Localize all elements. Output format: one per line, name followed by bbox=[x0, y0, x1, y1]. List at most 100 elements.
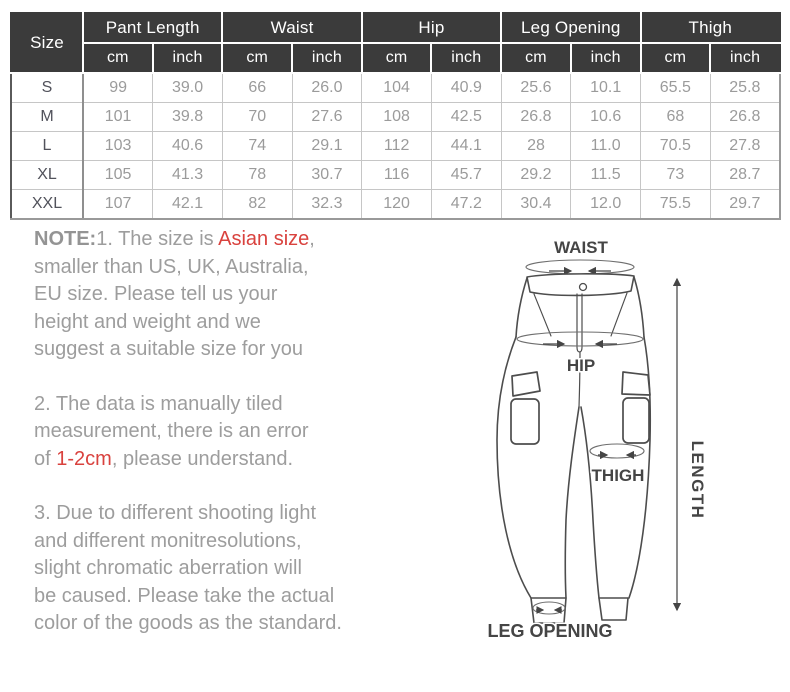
value-cell: 105 bbox=[82, 160, 154, 190]
measure-group-row: Size Pant Length Waist Hip Leg Opening Thigh bbox=[10, 12, 781, 74]
hip-ellipse bbox=[516, 331, 644, 347]
note-text-segment: height and weight and we bbox=[34, 310, 261, 333]
unit-header-cm: cm bbox=[82, 42, 154, 74]
note-text-segment: , please understand. bbox=[111, 447, 294, 470]
table-row: L 103 40.6 74 29.1 112 44.1 28 11.0 70.5 27.8 bbox=[10, 131, 781, 161]
measure-group-header: Leg Opening bbox=[500, 12, 642, 44]
note-paragraph: NOTE:1. The size is Asian size, smaller t… bbox=[34, 226, 390, 364]
value-cell: 30.4 bbox=[500, 189, 572, 220]
value-cell: 68 bbox=[640, 102, 711, 132]
value-cell: 73 bbox=[640, 160, 711, 190]
value-cell: 108 bbox=[361, 102, 432, 132]
pants-outline bbox=[496, 273, 652, 624]
value-cell: 116 bbox=[361, 160, 432, 190]
value-cell: 40.6 bbox=[152, 131, 223, 161]
note-text-segment: of bbox=[34, 447, 57, 470]
unit-row: cm inch cm inch cm inch cm inch cm inch bbox=[11, 42, 781, 74]
note-text-segment: suggest a suitable size for you bbox=[34, 338, 304, 360]
value-cell: 11.5 bbox=[570, 160, 641, 190]
measure-group-header: Pant Length bbox=[81, 12, 224, 44]
value-cell: 66 bbox=[221, 72, 293, 103]
size-table-body: S 99 39.0 66 26.0 104 40.9 25.6 10.1 65.5 25.8 M 101… bbox=[10, 72, 781, 220]
size-cell: XXL bbox=[10, 189, 84, 220]
hip-label: HIP bbox=[567, 356, 595, 375]
value-cell: 28.7 bbox=[709, 160, 781, 190]
note-text-segment: color of the goods as the standard. bbox=[34, 612, 342, 634]
value-cell: 29.1 bbox=[291, 131, 363, 161]
table-row: M 101 39.8 70 27.6 108 42.5 26.8 10.6 68 26.8 bbox=[10, 102, 781, 132]
value-cell: 12.0 bbox=[570, 189, 641, 220]
value-cell: 39.0 bbox=[152, 72, 223, 103]
left-pocket-body bbox=[510, 398, 540, 445]
value-cell: 78 bbox=[221, 160, 293, 190]
note-highlight: 1-2cm bbox=[56, 447, 112, 470]
leg-opening-label: LEG OPENING bbox=[487, 621, 612, 641]
value-cell: 74 bbox=[221, 131, 293, 161]
note-text-segment: and different monitresolutions, bbox=[34, 529, 302, 552]
right-pocket-flap bbox=[621, 371, 651, 396]
note-text-segment: 3. Due to different shooting light bbox=[34, 502, 317, 524]
value-cell: 75.5 bbox=[640, 189, 711, 220]
value-cell: 104 bbox=[361, 72, 432, 103]
value-cell: 65.5 bbox=[640, 72, 711, 103]
value-cell: 29.7 bbox=[709, 189, 781, 220]
leg-opening-ellipse bbox=[532, 601, 566, 615]
value-cell: 41.3 bbox=[152, 160, 223, 190]
value-cell: 70 bbox=[221, 102, 293, 132]
value-cell: 32.3 bbox=[291, 189, 363, 220]
measure-group-header: Waist bbox=[221, 12, 363, 44]
cargo-pockets bbox=[510, 371, 651, 445]
value-cell: 26.8 bbox=[500, 102, 572, 132]
thigh-label: THIGH bbox=[592, 466, 645, 485]
note-text-segment: slight chromatic aberration will bbox=[34, 557, 302, 579]
value-cell: 27.6 bbox=[291, 102, 363, 132]
note-text-segment: 1. The size is bbox=[96, 228, 219, 250]
note-text-segment: 2. The data is manually tiled bbox=[34, 392, 283, 415]
table-row: S 99 39.0 66 26.0 104 40.9 25.6 10.1 65.5 25.8 bbox=[10, 72, 781, 103]
value-cell: 11.0 bbox=[570, 131, 641, 161]
size-table-head: Size Pant Length Waist Hip Leg Opening Thigh… bbox=[10, 12, 781, 74]
measure-group-header: Hip bbox=[360, 12, 503, 44]
size-cell: S bbox=[10, 72, 84, 103]
waist-ellipse bbox=[525, 259, 635, 275]
value-cell: 40.9 bbox=[430, 72, 502, 103]
value-cell: 47.2 bbox=[430, 189, 502, 220]
value-cell: 10.1 bbox=[570, 72, 641, 103]
note-text-segment: , bbox=[309, 228, 315, 250]
unit-header-inch: inch bbox=[291, 42, 363, 74]
note-highlight: Asian size bbox=[218, 228, 310, 250]
value-cell: 25.8 bbox=[709, 72, 781, 103]
table-row: XXL 107 42.1 82 32.3 120 47.2 30.4 12.0 75.5 29.7 bbox=[10, 189, 781, 220]
note-text-segment: NOTE: bbox=[34, 228, 97, 250]
value-cell: 103 bbox=[82, 131, 154, 161]
note-text-segment: measurement, there is an error bbox=[34, 420, 309, 442]
value-cell: 10.6 bbox=[570, 102, 641, 132]
value-cell: 30.7 bbox=[291, 160, 363, 190]
value-cell: 25.6 bbox=[500, 72, 572, 103]
value-cell: 42.5 bbox=[430, 102, 502, 132]
unit-header-cm: cm bbox=[639, 42, 712, 74]
size-cell: L bbox=[10, 131, 84, 161]
value-cell: 26.0 bbox=[291, 72, 363, 103]
thigh-ellipse bbox=[589, 443, 645, 459]
value-cell: 27.8 bbox=[709, 131, 781, 161]
note-text-segment: smaller than US, UK, Australia, bbox=[34, 255, 309, 278]
value-cell: 28 bbox=[500, 131, 572, 161]
measure-group-header: Thigh bbox=[639, 12, 781, 44]
left-pocket-flap bbox=[511, 371, 541, 397]
value-cell: 82 bbox=[221, 189, 293, 220]
size-table: Size Pant Length Waist Hip Leg Opening Thigh… bbox=[10, 12, 781, 220]
unit-header-cm: cm bbox=[500, 42, 572, 74]
unit-header-inch: inch bbox=[430, 42, 503, 74]
value-cell: 29.2 bbox=[500, 160, 572, 190]
waist-label: WAIST bbox=[554, 238, 608, 257]
value-cell: 26.8 bbox=[709, 102, 781, 132]
value-cell: 99 bbox=[82, 72, 154, 103]
value-cell: 101 bbox=[82, 102, 154, 132]
size-cell: XL bbox=[10, 160, 84, 190]
note-section: NOTE:1. The size is Asian size, smaller t… bbox=[34, 226, 390, 665]
length-label: LENGTH bbox=[688, 441, 707, 520]
value-cell: 112 bbox=[361, 131, 432, 161]
value-cell: 45.7 bbox=[430, 160, 502, 190]
